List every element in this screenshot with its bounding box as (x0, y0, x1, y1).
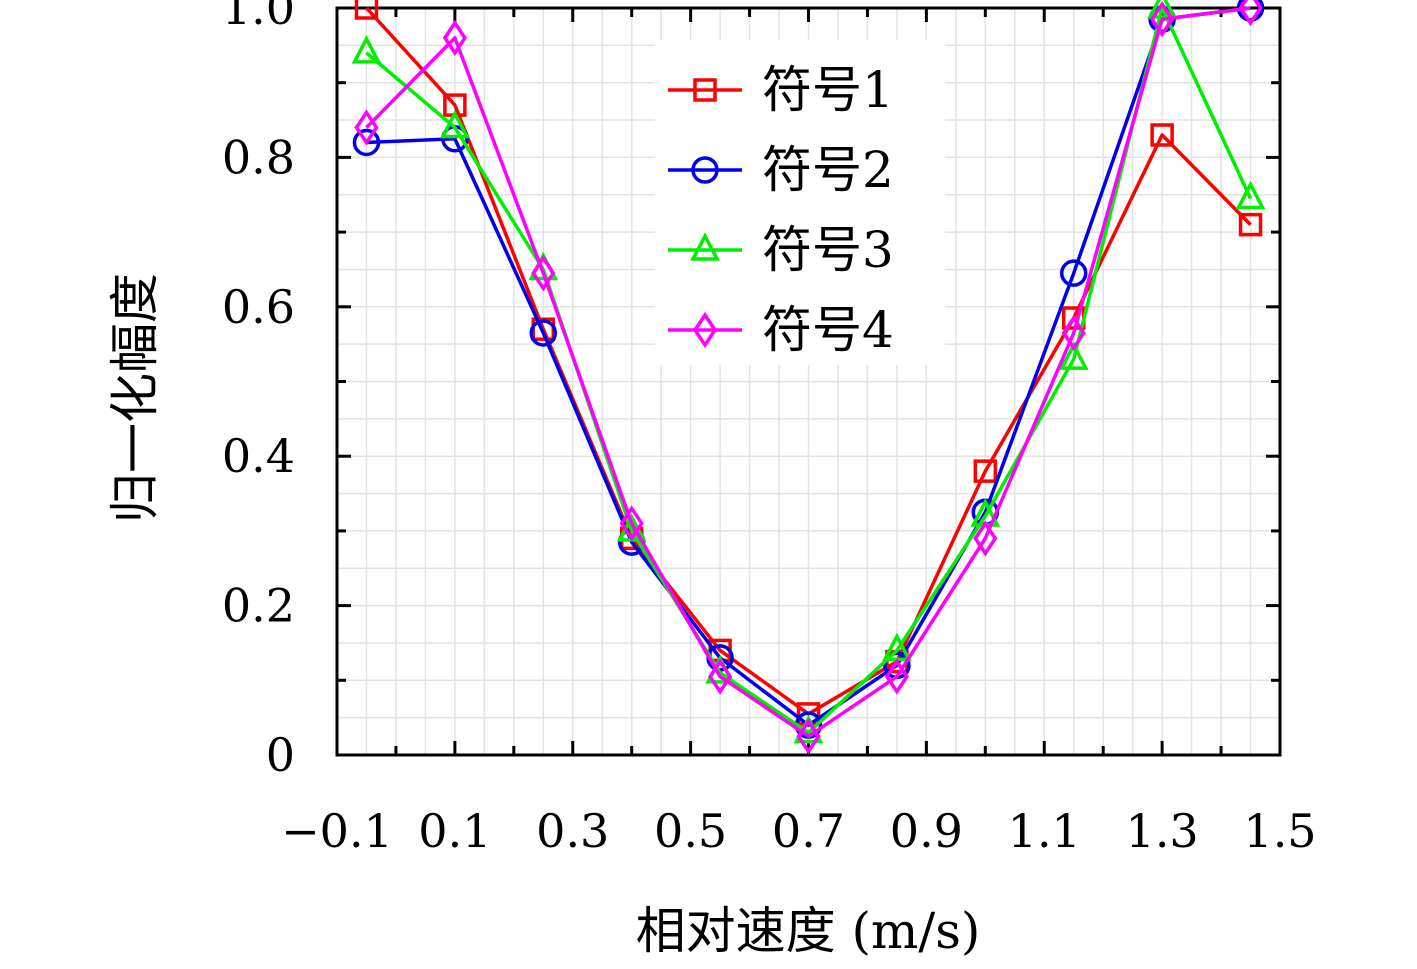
x-tick-label: 0.5 (654, 804, 727, 858)
legend-label: 符号3 (762, 221, 894, 279)
legend-item-3: 符号3 (668, 221, 894, 279)
data-point (354, 109, 379, 146)
axes: −0.1 0.1 0.3 0.5 0.7 0.9 1.1 1.3 1.5 0 0.2 0.4 0.6 0.… (222, 0, 1317, 858)
data-point (1147, 0, 1178, 19)
data-point (1150, 123, 1174, 147)
legend-label: 符号4 (762, 301, 894, 359)
data-point (692, 311, 718, 349)
data-point (707, 658, 733, 695)
y-tick-label: 0.4 (222, 429, 295, 483)
data-point (1235, 180, 1266, 210)
data-point (351, 35, 382, 64)
x-tick-label: 0.9 (890, 804, 963, 858)
series-line (365, 6, 1253, 735)
series-line (366, 6, 1251, 727)
data-point (884, 658, 910, 695)
x-tick-label: 0.1 (418, 804, 491, 858)
data-point (1061, 314, 1086, 352)
y-tick-label: 0.8 (222, 130, 295, 184)
x-tick-label: 1.5 (1243, 804, 1316, 858)
legend-label: 符号2 (762, 141, 894, 199)
x-tick-label: 0.7 (772, 804, 845, 858)
data-point (439, 109, 470, 139)
data-point (1150, 1, 1175, 38)
legend-item-4: 符号4 (668, 301, 894, 359)
legend-box (655, 40, 945, 365)
y-tick-label: 0.6 (222, 280, 295, 334)
y-axis-title: 归一化幅度 (106, 273, 164, 523)
legend-label: 符号1 (762, 61, 894, 119)
y-tick-label: 0.2 (222, 579, 295, 633)
data-point (973, 520, 998, 557)
data-point (442, 19, 467, 57)
legend-item-2: 符号2 (668, 141, 894, 199)
data-point (690, 232, 720, 261)
data-point (531, 255, 556, 292)
y-tick-label: 0 (266, 728, 295, 782)
series (351, 0, 1266, 755)
data-point (1238, 212, 1263, 237)
x-tick-label: 1.1 (1008, 804, 1081, 858)
data-point (693, 78, 717, 102)
y-tick-label: 1.0 (222, 0, 295, 35)
data-point (529, 319, 558, 347)
x-tick-label: 1.3 (1126, 804, 1199, 858)
data-point (354, 0, 379, 20)
series-4 (354, 0, 1263, 755)
series-line (365, 6, 1251, 739)
x-tick-label: −0.1 (281, 804, 393, 858)
data-point (1058, 341, 1089, 370)
x-axis-title: 相对速度 (m/s) (636, 902, 981, 960)
data-point (973, 459, 998, 483)
x-tick-label: 0.3 (536, 804, 609, 858)
data-point (352, 128, 381, 157)
legend: 符号1 符号2 符号3 符号4 (655, 40, 945, 365)
data-point (1059, 259, 1088, 287)
data-point (691, 156, 719, 184)
data-point (1238, 0, 1263, 27)
data-point (796, 718, 821, 755)
data-point (619, 505, 644, 542)
legend-item-1: 符号1 (668, 61, 894, 119)
